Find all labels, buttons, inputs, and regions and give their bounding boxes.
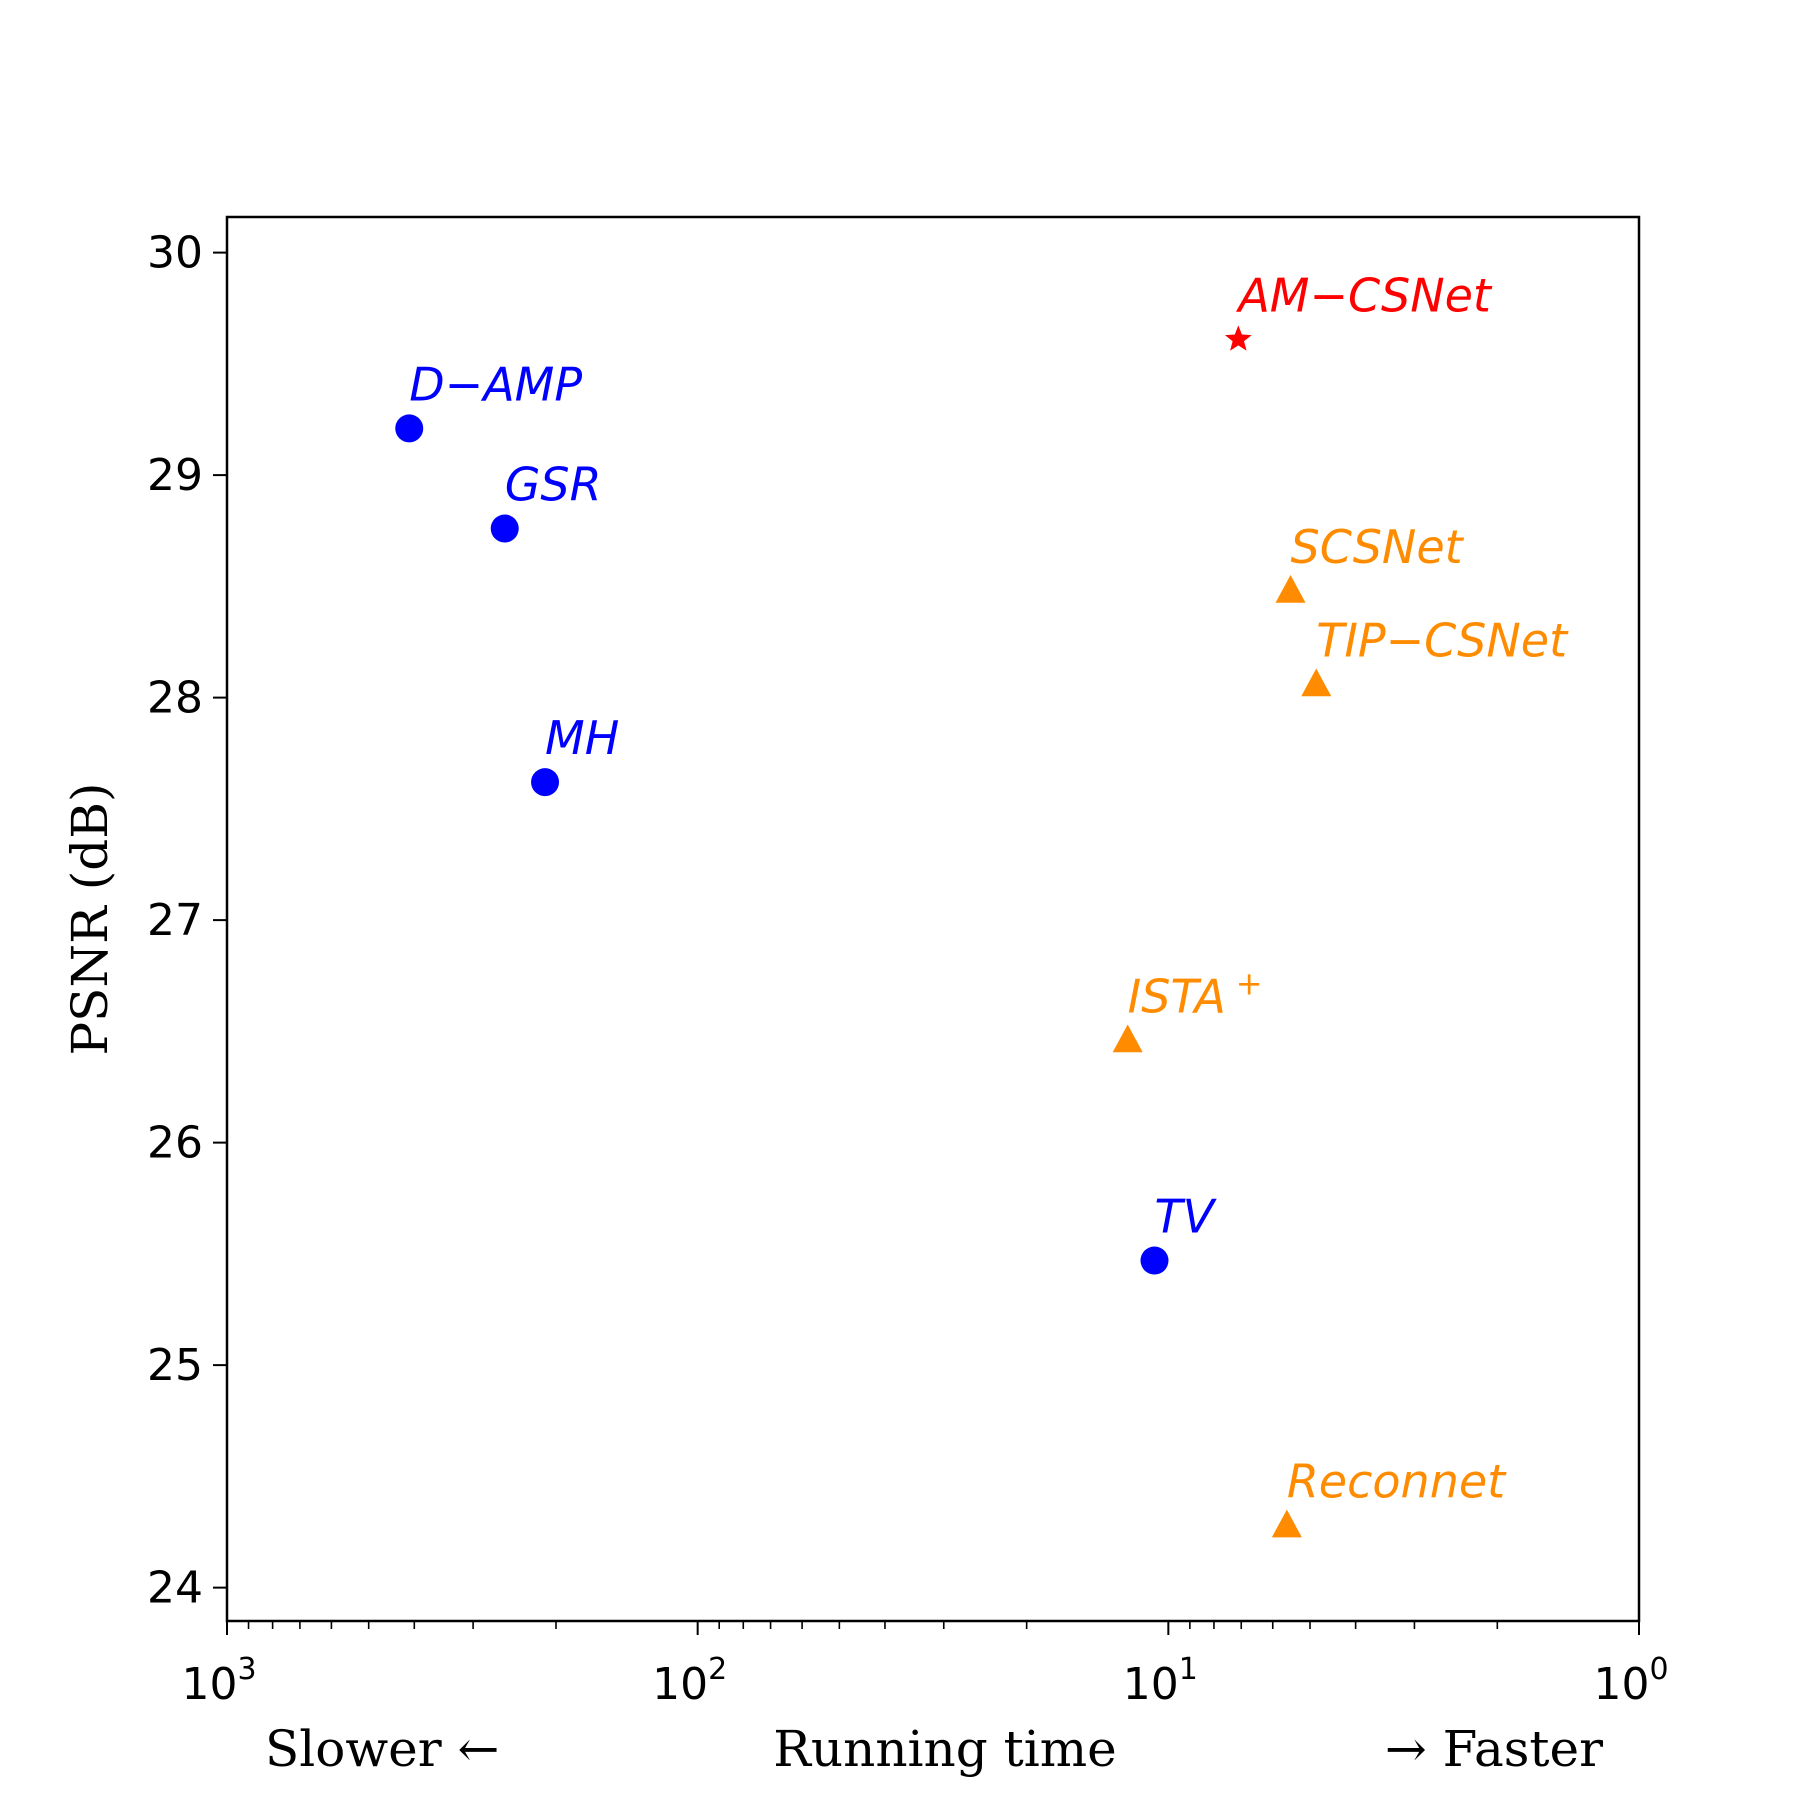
label-scsnet: SCSNet bbox=[1291, 520, 1465, 574]
y-tick-label: 25 bbox=[147, 1340, 203, 1391]
x-axis-title: Running time bbox=[773, 1720, 1116, 1778]
y-tick-label: 27 bbox=[147, 895, 203, 946]
label-gsr: GSR bbox=[505, 458, 602, 512]
marker-tv bbox=[1140, 1246, 1169, 1275]
label-d-amp: D−AMP bbox=[409, 357, 582, 411]
data-markers bbox=[395, 325, 1332, 1538]
y-tick-label: 26 bbox=[147, 1118, 203, 1169]
marker-tip-csnet bbox=[1301, 668, 1332, 697]
x-tick-label: 101 bbox=[1123, 1652, 1198, 1710]
label-am-csnet: AM−CSNet bbox=[1235, 268, 1493, 322]
marker-d-amp bbox=[395, 414, 424, 443]
x-axis-ticks: 103 102 101 100 bbox=[181, 1621, 1669, 1710]
marker-mh bbox=[531, 768, 560, 797]
y-axis-ticks: 24 25 26 27 28 29 30 bbox=[147, 228, 227, 1614]
data-labels: D−AMP GSR MH TV AM−CSNet SCSNet TIP−CSNet ISTA +… bbox=[409, 268, 1569, 1508]
marker-gsr bbox=[490, 514, 519, 543]
label-mh: MH bbox=[545, 711, 619, 765]
y-tick-label: 30 bbox=[147, 228, 203, 279]
x-axis-title-right: → Faster bbox=[1385, 1720, 1603, 1778]
label-ista: ISTA + bbox=[1128, 964, 1263, 1023]
y-axis-title: PSNR (dB) bbox=[61, 783, 119, 1056]
y-tick-label: 28 bbox=[147, 673, 203, 724]
marker-ista bbox=[1112, 1024, 1143, 1053]
x-axis-title-left: Slower ← bbox=[265, 1720, 499, 1778]
y-tick-label: 24 bbox=[147, 1563, 203, 1614]
label-reconnet: Reconnet bbox=[1287, 1454, 1507, 1508]
plot-frame bbox=[225, 215, 1641, 1623]
marker-scsnet bbox=[1275, 575, 1306, 603]
marker-reconnet bbox=[1271, 1509, 1302, 1538]
x-tick-label: 103 bbox=[181, 1652, 256, 1710]
marker-am-csnet bbox=[1225, 325, 1252, 351]
label-tip-csnet: TIP−CSNet bbox=[1316, 613, 1569, 667]
x-tick-label: 102 bbox=[652, 1652, 727, 1710]
x-tick-label: 100 bbox=[1593, 1652, 1668, 1710]
label-tv: TV bbox=[1155, 1190, 1218, 1244]
y-tick-label: 29 bbox=[147, 450, 203, 501]
